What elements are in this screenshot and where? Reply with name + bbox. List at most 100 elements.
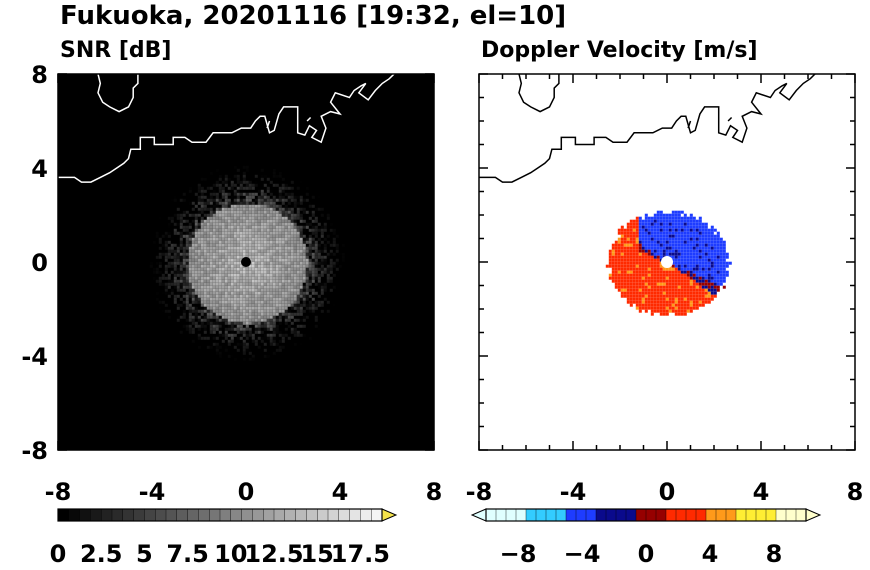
- velocity-echo-cell: [692, 288, 696, 292]
- snr-echo-cell: [251, 339, 255, 343]
- snr-echo-cell: [260, 177, 264, 181]
- snr-echo-cell: [302, 228, 306, 232]
- snr-echo-cell: [239, 231, 243, 235]
- snr-colorbar-labels: 0 2.5 5 7.5 10 12.5 15 17.5: [50, 540, 390, 568]
- snr-echo-cell: [281, 240, 285, 244]
- snr-echo-cell: [266, 213, 270, 217]
- snr-echo-cell: [290, 246, 294, 250]
- snr-echo-cell: [194, 279, 198, 283]
- snr-echo-cell: [293, 276, 297, 280]
- velocity-echo-cell: [632, 237, 636, 241]
- snr-echo-cell: [257, 222, 261, 226]
- snr-echo-cell: [287, 258, 291, 262]
- snr-echo-cell: [299, 228, 303, 232]
- velocity-echo-cell: [713, 282, 717, 286]
- snr-echo-cell: [305, 276, 309, 280]
- snr-echo-cell: [263, 213, 267, 217]
- velocity-echo-cell: [698, 303, 702, 307]
- snr-echo-cell: [287, 288, 291, 292]
- snr-echo-cell: [305, 252, 309, 256]
- velocity-echo-cell: [647, 261, 651, 265]
- snr-echo-cell: [203, 219, 207, 223]
- snr-echo-cell: [329, 258, 333, 262]
- snr-echo-cell: [233, 237, 237, 241]
- snr-echo-cell: [218, 177, 222, 181]
- snr-echo-cell: [230, 195, 234, 199]
- snr-echo-cell: [281, 219, 285, 223]
- snr-echo-cell: [188, 213, 192, 217]
- snr-echo-cell: [176, 246, 180, 250]
- velocity-echo-cell: [662, 267, 666, 271]
- velocity-echo-cell: [632, 252, 636, 256]
- snr-echo-cell: [182, 198, 186, 202]
- velocity-echo-cell: [662, 294, 666, 298]
- velocity-echo-cell: [689, 258, 693, 262]
- velocity-echo-cell: [680, 267, 684, 271]
- snr-echo-cell: [239, 216, 243, 220]
- snr-echo-cell: [236, 240, 240, 244]
- snr-echo-cell: [203, 327, 207, 331]
- snr-echo-cell: [299, 231, 303, 235]
- snr-echo-cell: [197, 210, 201, 214]
- snr-echo-cell: [263, 318, 267, 322]
- snr-echo-cell: [263, 246, 267, 250]
- snr-echo-cell: [224, 213, 228, 217]
- snr-echo-cell: [242, 345, 246, 349]
- snr-echo-cell: [263, 294, 267, 298]
- snr-echo-cell: [155, 270, 159, 274]
- snr-echo-cell: [242, 291, 246, 295]
- snr-colorbar-label: 7.5: [166, 540, 209, 568]
- snr-echo-cell: [290, 219, 294, 223]
- snr-echo-cell: [233, 258, 237, 262]
- snr-echo-cell: [182, 255, 186, 259]
- velocity-axis-ticks: [478, 73, 856, 451]
- snr-echo-cell: [314, 306, 318, 310]
- velocity-echo-cell: [686, 240, 690, 244]
- snr-echo-cell: [230, 216, 234, 220]
- velocity-echo-cell: [626, 264, 630, 268]
- snr-echo-cell: [320, 285, 324, 289]
- snr-echo-cell: [191, 273, 195, 277]
- snr-echo-cell: [230, 237, 234, 241]
- velocity-echo-cell: [653, 222, 657, 226]
- velocity-colorbar-segment: [505, 508, 517, 522]
- snr-echo-cell: [299, 246, 303, 250]
- snr-echo-cell: [206, 267, 210, 271]
- snr-echo-cell: [188, 249, 192, 253]
- snr-echo-cell: [281, 234, 285, 238]
- snr-echo-cell: [191, 270, 195, 274]
- velocity-echo-cell: [647, 222, 651, 226]
- snr-echo-cell: [224, 348, 228, 352]
- velocity-echo-cell: [668, 270, 672, 274]
- snr-echo-cell: [233, 210, 237, 214]
- snr-echo-cell: [215, 264, 219, 268]
- snr-echo-cell: [257, 327, 261, 331]
- snr-echo-cell: [236, 192, 240, 196]
- snr-echo-cell: [242, 174, 246, 178]
- snr-echo-cell: [203, 207, 207, 211]
- snr-echo-cell: [242, 270, 246, 274]
- snr-echo-cell: [242, 192, 246, 196]
- velocity-echo-cell: [614, 243, 618, 247]
- snr-echo-cell: [209, 300, 213, 304]
- snr-echo-cell: [185, 213, 189, 217]
- velocity-echo-cell: [668, 228, 672, 232]
- snr-echo-cell: [338, 249, 342, 253]
- velocity-echo-cell: [686, 216, 690, 220]
- snr-echo-cell: [260, 285, 264, 289]
- snr-echo-cell: [164, 243, 168, 247]
- velocity-echo-cell: [659, 231, 663, 235]
- snr-echo-cell: [197, 243, 201, 247]
- snr-echo-cell: [221, 312, 225, 316]
- snr-echo-cell: [251, 267, 255, 271]
- velocity-echo-cell: [632, 234, 636, 238]
- snr-echo-cell: [275, 222, 279, 226]
- velocity-echo-cell: [617, 237, 621, 241]
- snr-echo-cell: [248, 351, 252, 355]
- snr-echo-cell: [215, 285, 219, 289]
- snr-echo-cell: [320, 270, 324, 274]
- snr-echo-cell: [293, 327, 297, 331]
- snr-echo-cell: [308, 258, 312, 262]
- velocity-echo-cell: [659, 306, 663, 310]
- snr-echo-cell: [239, 252, 243, 256]
